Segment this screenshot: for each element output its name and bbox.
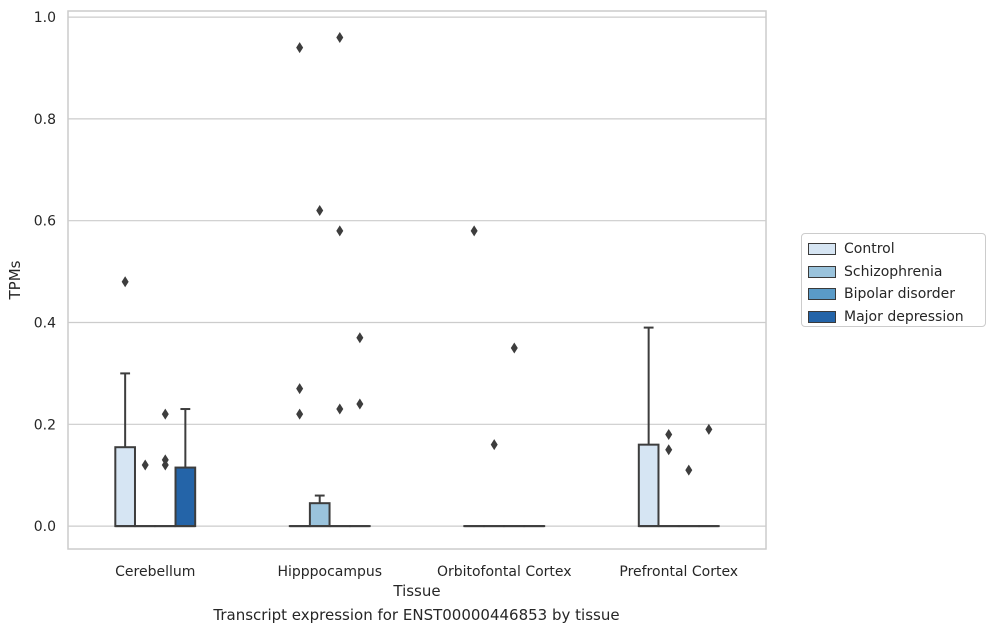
outlier-point	[121, 276, 129, 288]
legend-label-bipolar-disorder: Bipolar disorder	[844, 286, 956, 303]
box-mark	[677, 464, 700, 528]
outlier-point	[161, 408, 169, 420]
outlier-point	[161, 459, 169, 471]
outlier-point	[316, 205, 324, 217]
box-body	[308, 502, 331, 528]
y-tick-label: 1.0	[34, 10, 56, 26]
box-body	[114, 446, 136, 528]
outlier-point	[356, 332, 364, 344]
outlier-point	[705, 423, 713, 435]
box-mark	[174, 408, 197, 528]
outlier-point	[336, 403, 344, 415]
x-axis-ticks: Cerebellum Hipppocampus Orbitofontal Corte…	[115, 564, 738, 580]
x-tick-label: Hipppocampus	[277, 564, 382, 580]
legend-item-bipolar-disorder: Bipolar disorder	[808, 283, 985, 306]
gridlines	[68, 16, 766, 527]
outlier-point	[336, 225, 344, 237]
outlier-point	[470, 225, 478, 237]
box-mark	[637, 326, 660, 528]
legend: Control Schizophrenia Bipolar disorder M…	[801, 233, 986, 327]
box-mark	[154, 408, 177, 528]
box-mark	[503, 342, 526, 528]
y-tick-label: 0.6	[34, 214, 56, 230]
y-tick-label: 0.4	[34, 316, 56, 332]
box-mark	[114, 276, 136, 528]
legend-swatch-major-depression	[808, 310, 836, 323]
y-tick-label: 0.2	[34, 417, 56, 433]
y-axis-ticks: 0.0 0.2 0.4 0.6 0.8 1.0	[34, 10, 56, 535]
box-body	[637, 443, 660, 528]
outlier-point	[296, 383, 304, 395]
chart-caption: Transcript expression for ENST0000044685…	[213, 606, 620, 624]
outlier-point	[296, 42, 304, 54]
x-tick-label: Orbitofontal Cortex	[437, 564, 572, 580]
outlier-point	[510, 342, 518, 354]
box-mark	[308, 205, 331, 528]
legend-swatch-bipolar-disorder	[808, 288, 836, 301]
outlier-point	[296, 408, 304, 420]
legend-item-control: Control	[808, 238, 985, 261]
legend-swatch-schizophrenia	[808, 265, 836, 278]
x-axis-label: Tissue	[392, 582, 440, 600]
x-tick-label: Cerebellum	[115, 564, 195, 580]
box-mark	[698, 423, 720, 528]
box-mark	[657, 428, 680, 528]
outlier-point	[490, 439, 498, 451]
outlier-point	[685, 464, 693, 476]
legend-label-major-depression: Major depression	[844, 308, 964, 325]
box-mark	[483, 439, 506, 528]
outlier-point	[141, 459, 149, 471]
box-mark	[328, 31, 351, 528]
box-mark	[134, 459, 157, 528]
legend-label-control: Control	[844, 241, 895, 258]
y-axis-label: TPMs	[6, 260, 24, 300]
outlier-point	[665, 444, 673, 456]
y-tick-label: 0.0	[34, 519, 56, 535]
box-marks	[114, 31, 720, 528]
legend-item-schizophrenia: Schizophrenia	[808, 261, 985, 284]
plot-frame	[67, 10, 767, 550]
box-mark	[349, 332, 371, 528]
legend-item-major-depression: Major depression	[808, 306, 985, 329]
outlier-point	[356, 398, 364, 410]
legend-swatch-control	[808, 243, 836, 256]
box-mark	[463, 225, 485, 528]
outlier-point	[665, 428, 673, 440]
legend-label-schizophrenia: Schizophrenia	[844, 263, 943, 280]
box-mark	[288, 42, 311, 528]
outlier-point	[336, 31, 344, 43]
x-tick-label: Prefrontal Cortex	[619, 564, 738, 580]
y-tick-label: 0.8	[34, 112, 56, 128]
box-body	[174, 466, 197, 528]
